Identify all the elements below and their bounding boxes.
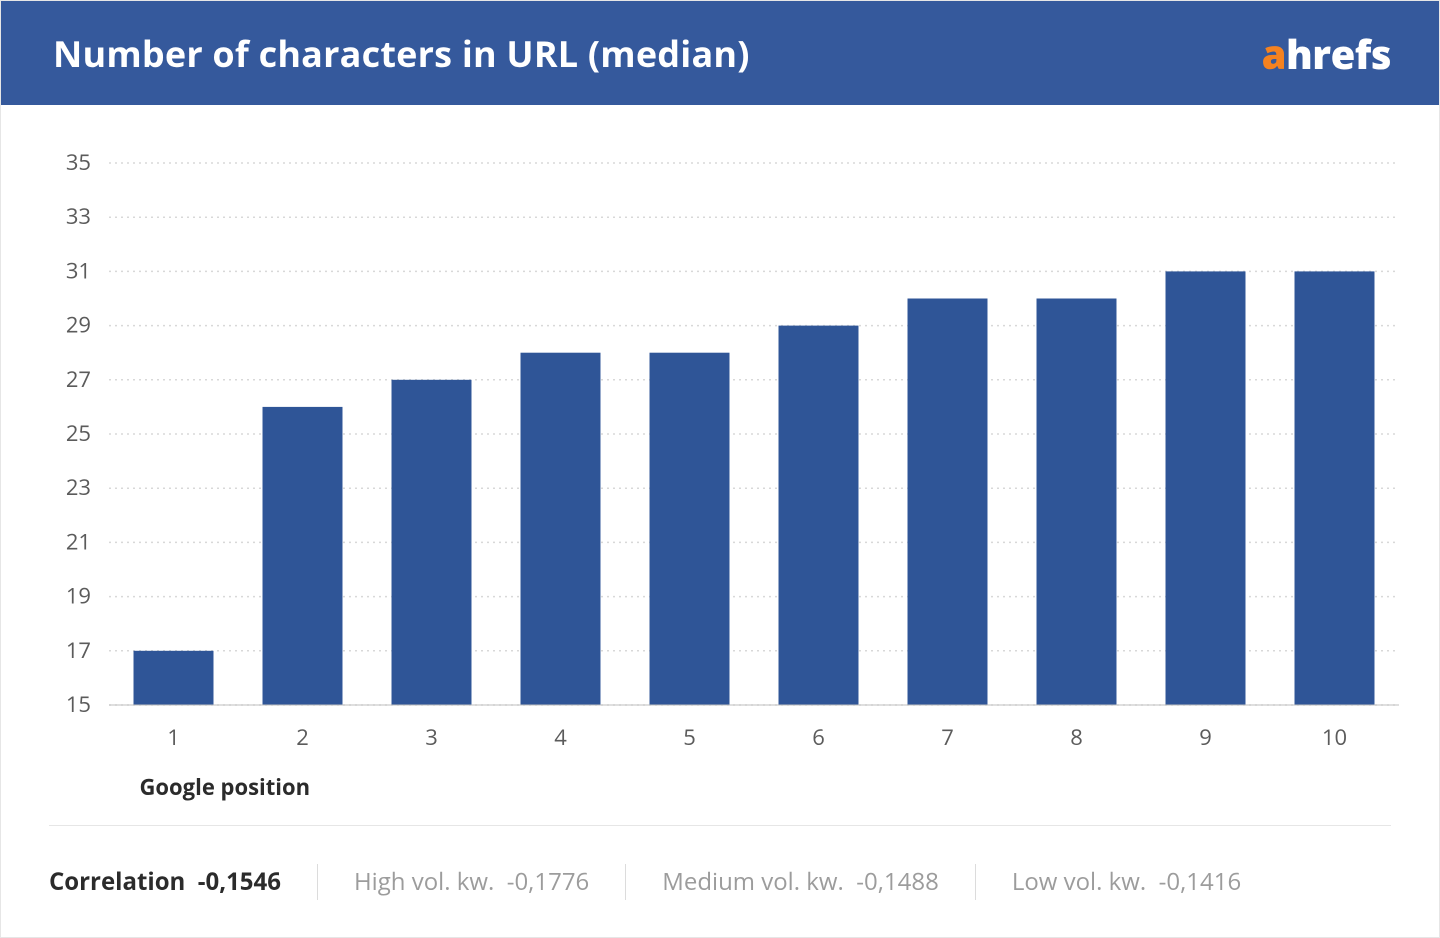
bar bbox=[521, 353, 601, 705]
y-tick-label: 25 bbox=[66, 418, 91, 448]
medium-vol-label: Medium vol. kw. bbox=[662, 865, 844, 898]
x-tick-label: 5 bbox=[683, 722, 696, 752]
x-tick-label: 9 bbox=[1199, 722, 1212, 752]
correlation-label: Correlation bbox=[49, 865, 185, 898]
x-tick-label: 1 bbox=[167, 722, 180, 752]
logo-prefix: a bbox=[1262, 26, 1286, 81]
logo-rest: hrefs bbox=[1286, 26, 1391, 81]
x-tick-label: 3 bbox=[425, 722, 438, 752]
y-tick-label: 23 bbox=[66, 472, 91, 502]
chart-card: Number of characters in URL (median) a h… bbox=[0, 0, 1440, 938]
x-tick-label: 10 bbox=[1322, 722, 1347, 752]
chart-title: Number of characters in URL (median) bbox=[53, 29, 750, 78]
y-tick-label: 33 bbox=[66, 201, 91, 231]
y-tick-label: 31 bbox=[66, 255, 91, 285]
y-tick-label: 21 bbox=[66, 526, 91, 556]
x-tick-label: 7 bbox=[941, 722, 954, 752]
bar bbox=[392, 380, 472, 705]
x-tick-label: 6 bbox=[812, 722, 825, 752]
ahrefs-logo: a hrefs bbox=[1262, 26, 1391, 81]
medium-vol-value: -0,1488 bbox=[850, 865, 939, 898]
y-tick-label: 35 bbox=[66, 147, 91, 177]
high-vol-label: High vol. kw. bbox=[354, 865, 494, 898]
correlation-value: -0,1546 bbox=[192, 865, 281, 898]
chart-header: Number of characters in URL (median) a h… bbox=[1, 1, 1439, 105]
bar bbox=[134, 651, 214, 705]
x-axis-title: Google position bbox=[140, 772, 311, 802]
bar bbox=[1166, 271, 1246, 705]
high-vol-segment: High vol. kw. -0,1776 bbox=[318, 865, 625, 898]
x-tick-label: 4 bbox=[554, 722, 567, 752]
bar-chart-svg: 151719212325272931333512345678910Google … bbox=[13, 113, 1429, 815]
y-tick-label: 19 bbox=[66, 581, 91, 611]
medium-vol-segment: Medium vol. kw. -0,1488 bbox=[626, 865, 975, 898]
y-tick-label: 29 bbox=[66, 310, 91, 340]
low-vol-value: -0,1416 bbox=[1152, 865, 1241, 898]
y-tick-label: 17 bbox=[66, 635, 91, 665]
chart-footer: Correlation -0,1546 High vol. kw. -0,177… bbox=[49, 825, 1391, 937]
bar bbox=[263, 407, 343, 705]
x-tick-label: 8 bbox=[1070, 722, 1083, 752]
low-vol-label: Low vol. kw. bbox=[1012, 865, 1146, 898]
bar bbox=[908, 299, 988, 706]
correlation-segment: Correlation -0,1546 bbox=[49, 865, 317, 898]
bar bbox=[1295, 271, 1375, 705]
y-tick-label: 15 bbox=[66, 689, 91, 719]
low-vol-segment: Low vol. kw. -0,1416 bbox=[976, 865, 1277, 898]
bar bbox=[650, 353, 730, 705]
bar bbox=[1037, 299, 1117, 706]
high-vol-value: -0,1776 bbox=[501, 865, 590, 898]
chart-area: 151719212325272931333512345678910Google … bbox=[13, 113, 1427, 813]
x-tick-label: 2 bbox=[296, 722, 309, 752]
y-tick-label: 27 bbox=[66, 364, 91, 394]
bar bbox=[779, 326, 859, 705]
